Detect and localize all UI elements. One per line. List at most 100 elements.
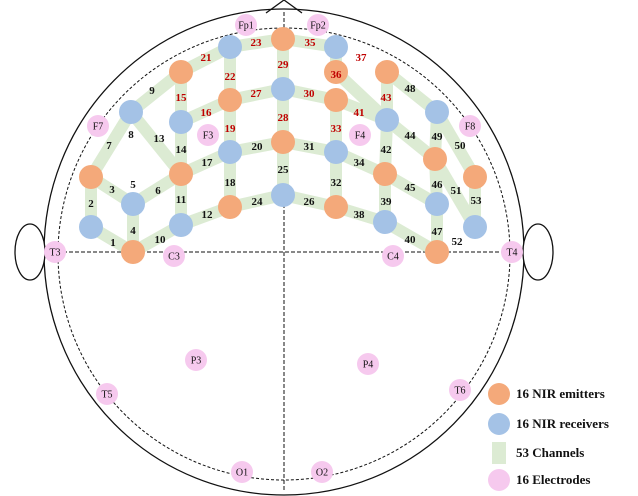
channel-number-label: 46 <box>432 179 444 191</box>
electrode-label: T4 <box>506 248 517 259</box>
nir-emitter <box>463 165 487 189</box>
channel-number-label: 13 <box>154 133 166 145</box>
electrode-label: O2 <box>316 468 328 479</box>
electrode-o2 <box>311 461 333 483</box>
legend-label-receivers: 16 NIR receivers <box>516 416 609 431</box>
electrode-c3 <box>163 245 185 267</box>
channel-number-label: 24 <box>252 196 264 208</box>
channel-number-label: 2 <box>88 198 94 210</box>
nir-emitter <box>169 162 193 186</box>
electrode-label: P4 <box>363 360 374 371</box>
channel-swatch <box>492 442 506 464</box>
channel-number-label: 31 <box>304 141 315 153</box>
nir-emitter <box>271 27 295 51</box>
electrode-f7 <box>87 115 109 137</box>
electrode-label: T3 <box>49 248 60 259</box>
electrode-label: Fp1 <box>238 21 254 32</box>
channel-number-label: 5 <box>130 179 136 191</box>
nir-receiver <box>79 215 103 239</box>
nir-emitter <box>425 240 449 264</box>
nir-receiver <box>463 215 487 239</box>
nose <box>265 0 303 14</box>
legend-item-electrodes: 16 Electrodes <box>488 468 591 492</box>
channel-number-label: 7 <box>106 140 112 152</box>
nir-emitter <box>324 60 348 84</box>
channel-number-label: 15 <box>176 92 188 104</box>
electrode-o1 <box>231 461 253 483</box>
left-ear <box>14 223 46 281</box>
nir-receiver <box>119 100 143 124</box>
channel-number-label: 21 <box>201 52 212 64</box>
electrode-label: F8 <box>465 122 476 133</box>
nir-receiver <box>169 213 193 237</box>
channel-number-label: 50 <box>455 140 467 152</box>
channel-number-label: 14 <box>176 144 188 156</box>
channel-number-label: 53 <box>471 195 483 207</box>
channel-band <box>85 108 137 181</box>
right-ear <box>522 223 554 281</box>
channel-number-label: 9 <box>149 85 155 97</box>
electrode-fp1 <box>235 14 257 36</box>
electrode-p3 <box>185 349 207 371</box>
electrodes-layer: Fp1 Fp2 F7 F3 F4 F8 T3 C3 C4 T4 P3 P4 T5 T6 O1 O2 <box>44 14 523 483</box>
legend-label-electrodes: 16 Electrodes <box>516 472 591 487</box>
nir-emitter <box>121 240 145 264</box>
channel-number-label: 34 <box>354 157 366 169</box>
legend-item-channels: 53 Channels <box>488 441 584 465</box>
channel-number-label: 22 <box>225 71 237 83</box>
nir-emitter <box>375 60 399 84</box>
nir-emitter <box>169 60 193 84</box>
channel-number-label: 32 <box>331 177 343 189</box>
channel-number-label: 25 <box>278 164 290 176</box>
channel-number-label: 33 <box>331 123 343 135</box>
electrode-label: T6 <box>454 386 465 397</box>
nir-receiver <box>324 140 348 164</box>
electrode-f3 <box>197 124 219 146</box>
nir-emitter <box>218 195 242 219</box>
electrode-label: F3 <box>203 131 214 142</box>
electrode-t4 <box>501 241 523 263</box>
legend-label-emitters: 16 NIR emitters <box>516 386 605 401</box>
electrode-label: P3 <box>191 356 202 367</box>
channel-number-label: 37 <box>356 52 368 64</box>
electrode-f4 <box>349 124 371 146</box>
channel-number-label: 29 <box>278 59 290 71</box>
electrode-label: C4 <box>387 252 399 263</box>
optodes-layer <box>79 27 487 264</box>
channel-number-label: 18 <box>225 177 237 189</box>
channel-band <box>429 155 481 231</box>
channel-number-label: 28 <box>278 112 290 124</box>
nir-receiver <box>425 192 449 216</box>
legend-label-channels: 53 Channels <box>516 445 585 460</box>
electrode-p4 <box>357 353 379 375</box>
channel-number-label: 3 <box>109 184 115 196</box>
channel-number-label: 19 <box>225 123 237 135</box>
channel-number-label: 39 <box>381 196 393 208</box>
channel-number-label: 49 <box>432 131 444 143</box>
nir-receiver <box>271 183 295 207</box>
electrode-label: Fp2 <box>310 21 326 32</box>
nir-emitter <box>79 165 103 189</box>
channel-number-label: 27 <box>251 88 263 100</box>
nir-receiver <box>271 77 295 101</box>
legend-item-emitters: 16 NIR emitters <box>488 382 605 406</box>
electrode-label: T5 <box>101 390 112 401</box>
channel-number-label: 26 <box>304 196 316 208</box>
nir-receiver <box>373 210 397 234</box>
electrode-fp2 <box>307 14 329 36</box>
nir-receiver <box>169 110 193 134</box>
channel-number-label: 44 <box>405 130 417 142</box>
nir-receiver <box>425 100 449 124</box>
channel-number-label: 35 <box>305 37 317 49</box>
channel-number-label: 1 <box>110 237 116 249</box>
channel-number-label: 51 <box>451 185 462 197</box>
nir-receiver <box>121 192 145 216</box>
electrode-t6 <box>449 379 471 401</box>
channel-number-label: 20 <box>252 141 264 153</box>
nir-emitter <box>373 162 397 186</box>
channel-number-label: 48 <box>405 83 417 95</box>
electrode-swatch <box>488 469 510 491</box>
channel-number-label: 40 <box>405 234 417 246</box>
